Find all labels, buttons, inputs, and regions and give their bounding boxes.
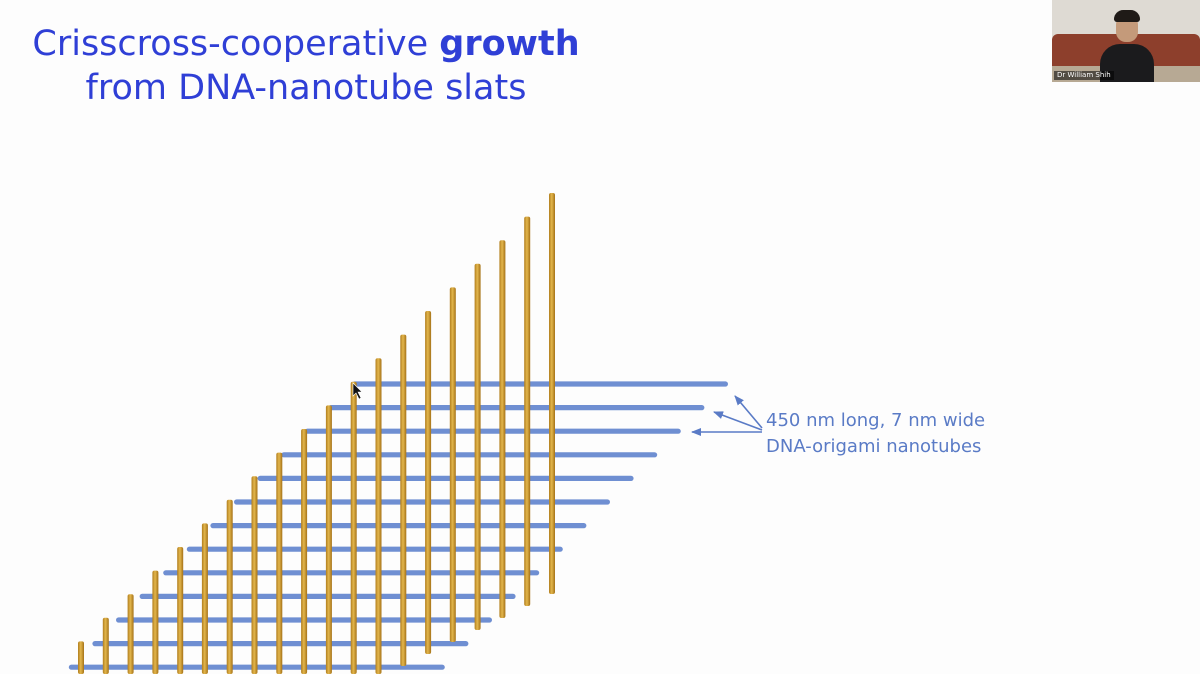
vertical-slat [499,240,506,618]
vertical-slat [226,499,233,674]
vertical-slat [127,594,134,674]
vertical-slat [276,452,283,674]
webcam-video-tile[interactable]: Dr William Shih [1052,0,1200,82]
vertical-slat [524,216,531,606]
vertical-slat [251,476,258,674]
title-line-2: from DNA-nanotube slats [85,68,527,108]
webcam-person-hair [1114,10,1140,22]
annotation-dimensions: 450 nm long, 7 nm wide [766,410,986,431]
arrow-to-slat-1 [734,395,763,429]
vertical-slat [425,311,432,654]
vertical-slat [152,570,159,674]
vertical-slat [549,193,555,594]
vertical-slat [78,641,84,674]
vertical-slat [301,429,308,674]
vertical-slat [474,263,481,630]
webcam-participant-name: Dr William Shih [1054,71,1114,80]
vertical-slat [375,358,382,674]
title-prefix: Crisscross-cooperative [32,24,440,64]
horizontal-slat [186,546,563,552]
title-emphasis: growth [439,24,580,64]
horizontal-slat [281,452,658,458]
annotation-arrows [691,395,763,436]
vertical-slat [350,381,357,674]
vertical-slat [177,547,184,674]
arrow-to-slat-2 [713,411,763,431]
vertical-slat [102,617,109,674]
horizontal-slat [257,475,634,481]
annotation-material: DNA-origami nanotubes [766,436,982,457]
title-line-1: Crisscross-cooperative growth [26,22,586,66]
horizontal-slat [304,428,681,434]
horizontal-slat [328,405,705,411]
mouse-pointer-icon [352,382,363,400]
vertical-slat [201,523,208,674]
slide-title: Crisscross-cooperative growth from DNA-n… [26,22,586,110]
vertical-slat [325,405,332,674]
horizontal-slat [352,381,728,387]
vertical-slat [449,287,456,642]
vertical-slat [400,334,407,666]
